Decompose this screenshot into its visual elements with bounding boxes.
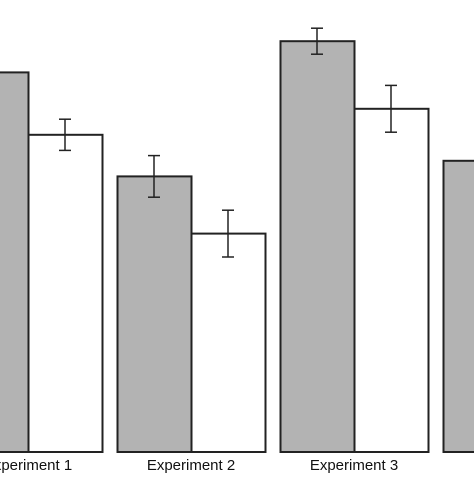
x-tick-label-2: Experiment 2 bbox=[147, 457, 235, 474]
bar-grey-2 bbox=[118, 176, 192, 452]
bar-white-3 bbox=[355, 109, 429, 452]
bars-layer bbox=[0, 41, 474, 452]
bar-grey-4 bbox=[444, 161, 474, 452]
x-tick-label-1: Experiment 1 bbox=[0, 457, 72, 474]
bar-grey-3 bbox=[281, 41, 355, 452]
bar-white-2 bbox=[192, 234, 266, 452]
x-tick-label-3: Experiment 3 bbox=[310, 457, 398, 474]
bar-white-1 bbox=[29, 135, 103, 452]
bar-grey-1 bbox=[0, 72, 29, 452]
